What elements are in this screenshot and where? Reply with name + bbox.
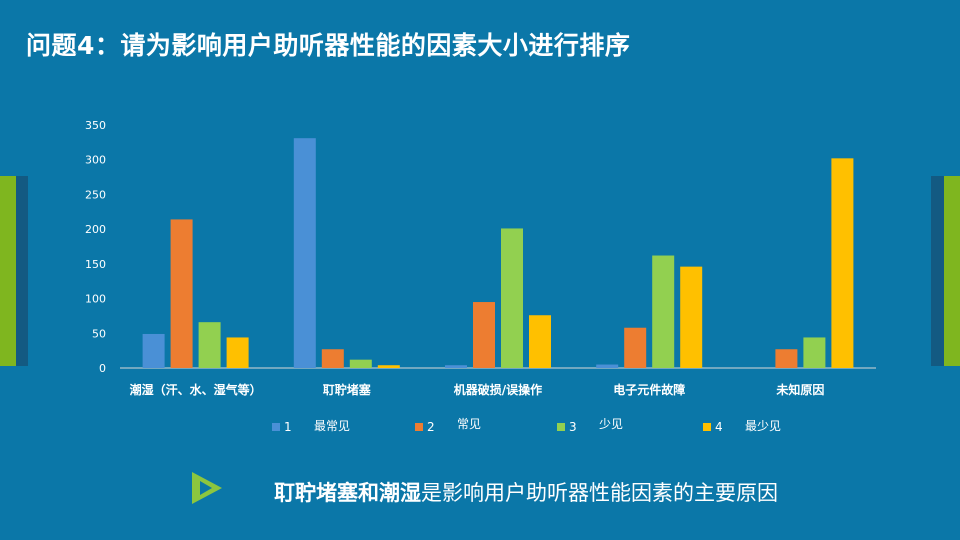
legend-series-name: 1 — [284, 420, 292, 434]
right-accent-bar — [944, 176, 960, 366]
bar-1-3 — [596, 364, 619, 368]
y-axis: 0 50 100 150 200 250 300 350 — [85, 119, 106, 375]
conclusion-text: 耵聍堵塞和潮湿是影响用户助听器性能因素的主要原因 — [274, 477, 778, 507]
conclusion-highlight: 耵聍堵塞和潮湿 — [274, 481, 421, 505]
legend-series-desc: 常见 — [457, 417, 481, 431]
right-accent-bar-dark — [931, 176, 944, 366]
legend-swatch — [557, 423, 565, 431]
x-tick-label: 机器破损/误操作 — [454, 382, 542, 397]
y-tick-label: 100 — [85, 293, 106, 306]
y-tick-label: 50 — [92, 327, 106, 340]
bar-2-4 — [775, 349, 798, 368]
bar-3-3 — [652, 255, 675, 368]
legend-swatch — [703, 423, 711, 431]
bar-4-2 — [529, 315, 551, 368]
y-tick-label: 350 — [85, 119, 106, 132]
page-title: 问题4：请为影响用户助听器性能的因素大小进行排序 — [26, 31, 631, 60]
bar-1-0 — [142, 333, 165, 368]
play-arrow-icon — [192, 472, 222, 504]
legend-series-name: 2 — [427, 420, 435, 434]
bar-3-0 — [198, 322, 221, 368]
legend-swatch — [415, 423, 423, 431]
x-tick-label: 潮湿（汗、水、湿气等） — [130, 382, 262, 397]
y-tick-label: 200 — [85, 223, 106, 236]
bar-1-1 — [293, 138, 316, 368]
x-tick-label: 未知原因 — [775, 382, 824, 397]
y-tick-label: 300 — [85, 154, 106, 167]
bar-4-0 — [226, 337, 249, 368]
left-accent-bar-dark — [16, 176, 28, 366]
bar-3-1 — [349, 359, 372, 368]
bar-2-3 — [624, 327, 647, 368]
legend-series-name: 4 — [715, 420, 723, 434]
x-axis-labels: 潮湿（汗、水、湿气等） 耵聍堵塞 机器破损/误操作 电子元件故障 未知原因 — [130, 382, 825, 397]
legend-swatch — [272, 423, 280, 431]
legend: 1 最常见 2 常见 3 少见 4 最少见 — [272, 417, 781, 434]
legend-series-desc: 少见 — [599, 417, 623, 431]
bar-3-2 — [501, 228, 523, 368]
y-tick-label: 250 — [85, 188, 106, 201]
bar-2-0 — [170, 219, 193, 368]
bar-4-4 — [831, 158, 854, 368]
bar-4-3 — [680, 266, 703, 368]
bar-4-1 — [377, 365, 400, 368]
y-tick-label: 0 — [99, 362, 106, 375]
bar-2-1 — [321, 349, 344, 368]
bars — [142, 138, 854, 368]
x-tick-label: 电子元件故障 — [613, 382, 685, 397]
bar-3-4 — [803, 337, 826, 368]
left-accent-bar — [0, 176, 16, 366]
bar-1-2 — [445, 365, 467, 368]
legend-series-name: 3 — [569, 420, 577, 434]
legend-series-desc: 最少见 — [745, 419, 781, 433]
legend-series-desc: 最常见 — [314, 419, 350, 433]
y-tick-label: 150 — [85, 258, 106, 271]
bar-2-2 — [473, 302, 495, 368]
x-tick-label: 耵聍堵塞 — [323, 382, 372, 397]
conclusion-rest: 是影响用户助听器性能因素的主要原因 — [421, 481, 778, 505]
